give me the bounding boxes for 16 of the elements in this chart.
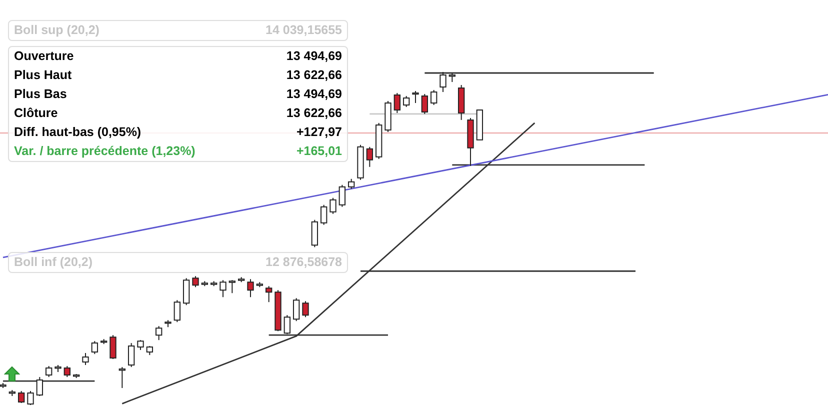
- text: Ouverture: [14, 48, 74, 65]
- annotation: +127,97: [296, 124, 342, 141]
- annotation: Plus Haut: [14, 67, 72, 84]
- annotation: 13 622,66: [286, 67, 342, 84]
- annotation: Clôture: [14, 105, 58, 122]
- annotation: Boll inf (20,2): [14, 254, 92, 271]
- text: Boll sup (20,2): [14, 22, 100, 39]
- text: 13 494,69: [286, 48, 342, 65]
- annotation: 12 876,58678: [266, 254, 342, 271]
- text: 14 039,15655: [266, 22, 342, 39]
- annotation: Var. / barre précédente (1,23%): [14, 143, 196, 160]
- annotation: Plus Bas: [14, 86, 67, 103]
- annotation: +165,01: [296, 143, 342, 160]
- annotation: Diff. haut-bas (0,95%): [14, 124, 142, 141]
- annotation: 13 622,66: [286, 105, 342, 122]
- annotation: 13 494,69: [286, 86, 342, 103]
